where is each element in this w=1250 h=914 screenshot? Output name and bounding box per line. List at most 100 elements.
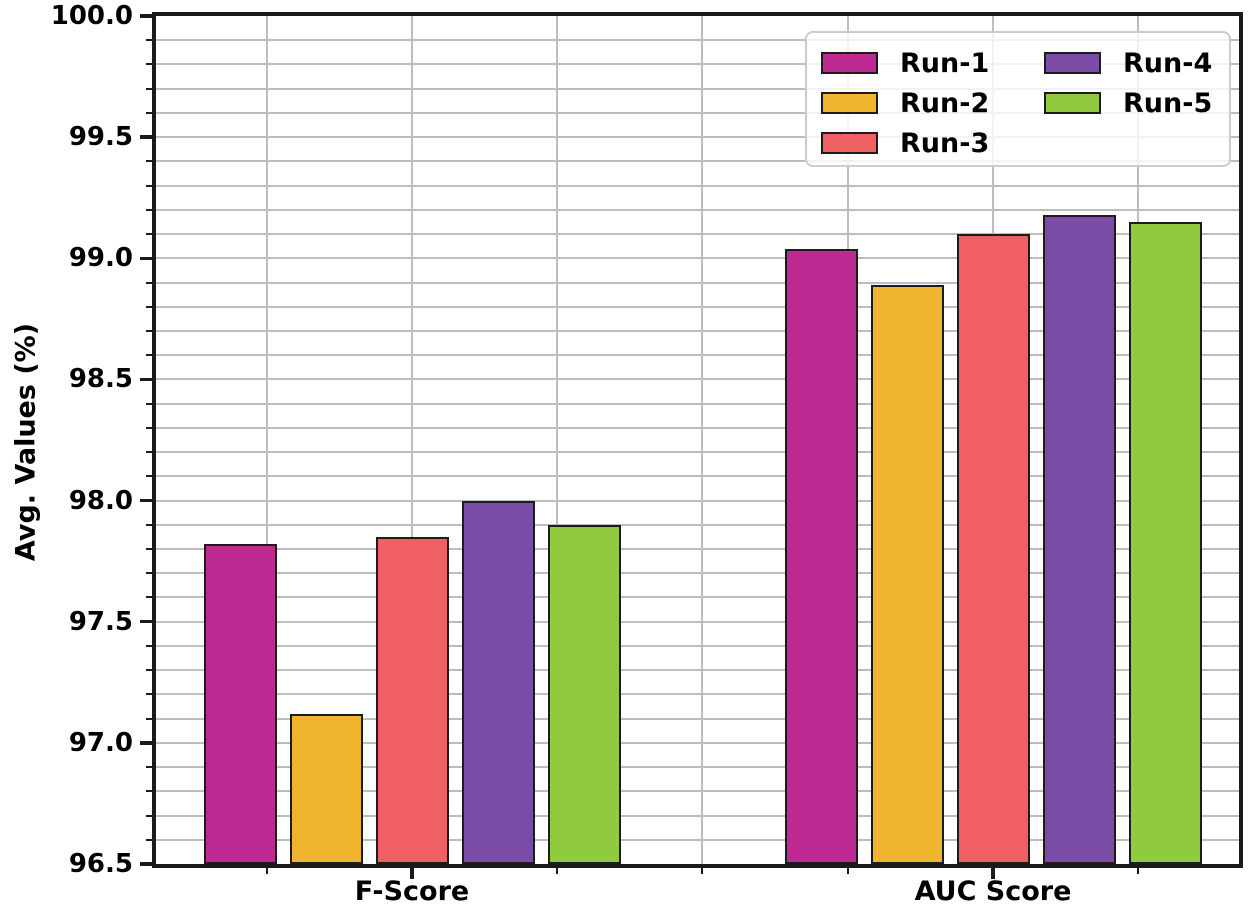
y-minor-tick	[146, 111, 152, 114]
h-gridline	[156, 499, 1239, 502]
y-major-tick	[140, 377, 152, 382]
y-tick-label: 98.5	[68, 364, 133, 395]
h-gridline	[156, 693, 1239, 696]
bar-run-3-0	[375, 536, 449, 864]
y-minor-tick	[146, 39, 152, 42]
y-minor-tick	[146, 814, 152, 817]
h-gridline	[156, 741, 1239, 744]
y-major-tick	[140, 256, 152, 261]
v-gridline	[556, 16, 558, 864]
h-gridline	[156, 644, 1239, 647]
y-tick-label: 99.0	[68, 243, 133, 274]
h-gridline	[156, 354, 1239, 357]
bar-run-5-0	[547, 524, 621, 864]
bar-layer	[156, 16, 1239, 864]
y-major-tick	[140, 619, 152, 624]
bar-run-4-1	[1042, 214, 1116, 864]
h-gridline	[156, 63, 1239, 66]
legend: Run-1 Run-2 Run-3 Run-4 Run-5	[805, 31, 1231, 167]
plot-area: Run-1 Run-2 Run-3 Run-4 Run-5	[152, 12, 1243, 868]
y-major-tick	[140, 135, 152, 139]
h-gridline	[156, 596, 1239, 599]
y-minor-tick	[146, 838, 152, 841]
h-gridline	[156, 208, 1239, 211]
h-gridline	[156, 305, 1239, 308]
y-minor-tick	[146, 548, 152, 551]
y-minor-tick	[146, 451, 152, 454]
legend-swatch-run-3	[821, 132, 878, 154]
legend-item-run-3: Run-3	[821, 128, 996, 159]
legend-item-run-1: Run-1	[821, 48, 996, 79]
y-minor-tick	[146, 790, 152, 793]
y-minor-tick	[146, 63, 152, 66]
legend-swatch-run-2	[821, 92, 878, 114]
bar-run-1-0	[203, 544, 277, 864]
y-major-tick	[140, 862, 152, 866]
x-major-tick	[991, 868, 995, 879]
x-minor-tick	[1137, 868, 1139, 874]
h-gridline	[156, 39, 1239, 42]
y-minor-tick	[146, 644, 152, 647]
legend-label: Run-2	[900, 87, 990, 119]
y-minor-tick	[146, 184, 152, 187]
y-minor-tick	[146, 160, 152, 163]
y-minor-tick	[146, 87, 152, 90]
legend-swatch-run-1	[821, 52, 878, 74]
bar-run-2-1	[870, 284, 944, 864]
h-gridline	[156, 790, 1239, 793]
x-minor-tick	[556, 868, 558, 874]
h-gridline	[156, 160, 1239, 163]
x-major-tick	[410, 868, 414, 879]
x-minor-tick	[701, 868, 703, 874]
grid-layer	[156, 16, 1239, 864]
y-minor-tick	[146, 402, 152, 405]
y-tick-label: 98.0	[68, 485, 133, 516]
y-major-tick	[140, 498, 152, 503]
y-minor-tick	[146, 523, 152, 526]
y-minor-tick	[146, 354, 152, 357]
h-gridline	[156, 281, 1239, 284]
h-gridline	[156, 378, 1239, 381]
h-gridline	[156, 426, 1239, 429]
y-minor-tick	[146, 281, 152, 284]
h-gridline	[156, 669, 1239, 672]
y-minor-tick	[146, 766, 152, 769]
h-gridline	[156, 87, 1239, 90]
y-tick-label: 97.5	[68, 606, 133, 637]
y-tick-label: 99.5	[68, 122, 133, 153]
v-gridline	[701, 16, 703, 864]
h-gridline	[156, 766, 1239, 769]
legend-swatch-run-5	[1044, 92, 1101, 114]
y-tick-label: 96.5	[68, 849, 133, 879]
legend-label: Run-1	[900, 47, 990, 79]
y-major-tick	[140, 741, 152, 745]
h-gridline	[156, 136, 1239, 139]
h-gridline	[156, 111, 1239, 114]
v-gridline	[266, 16, 268, 864]
h-gridline	[156, 451, 1239, 454]
y-major-tick	[140, 14, 152, 18]
h-gridline	[156, 184, 1239, 187]
bar-run-4-0	[461, 500, 535, 864]
x-tick-label: AUC Score	[914, 876, 1072, 907]
h-gridline	[156, 402, 1239, 405]
legend-swatch-run-4	[1044, 52, 1101, 74]
y-minor-tick	[146, 305, 152, 308]
legend-label: Run-4	[1123, 47, 1213, 79]
y-tick-label: 97.0	[68, 727, 133, 758]
y-minor-tick	[146, 693, 152, 696]
h-gridline	[156, 523, 1239, 526]
y-minor-tick	[146, 717, 152, 720]
v-gridline	[411, 16, 413, 864]
h-gridline	[156, 838, 1239, 841]
h-gridline	[156, 620, 1239, 623]
y-minor-tick	[146, 208, 152, 211]
h-gridline	[156, 814, 1239, 817]
y-minor-tick	[146, 426, 152, 429]
x-tick-label: F-Score	[354, 876, 470, 907]
x-minor-tick	[847, 868, 849, 874]
y-tick-label: 100.0	[50, 1, 133, 31]
h-gridline	[156, 257, 1239, 260]
bar-run-2-0	[289, 713, 363, 864]
